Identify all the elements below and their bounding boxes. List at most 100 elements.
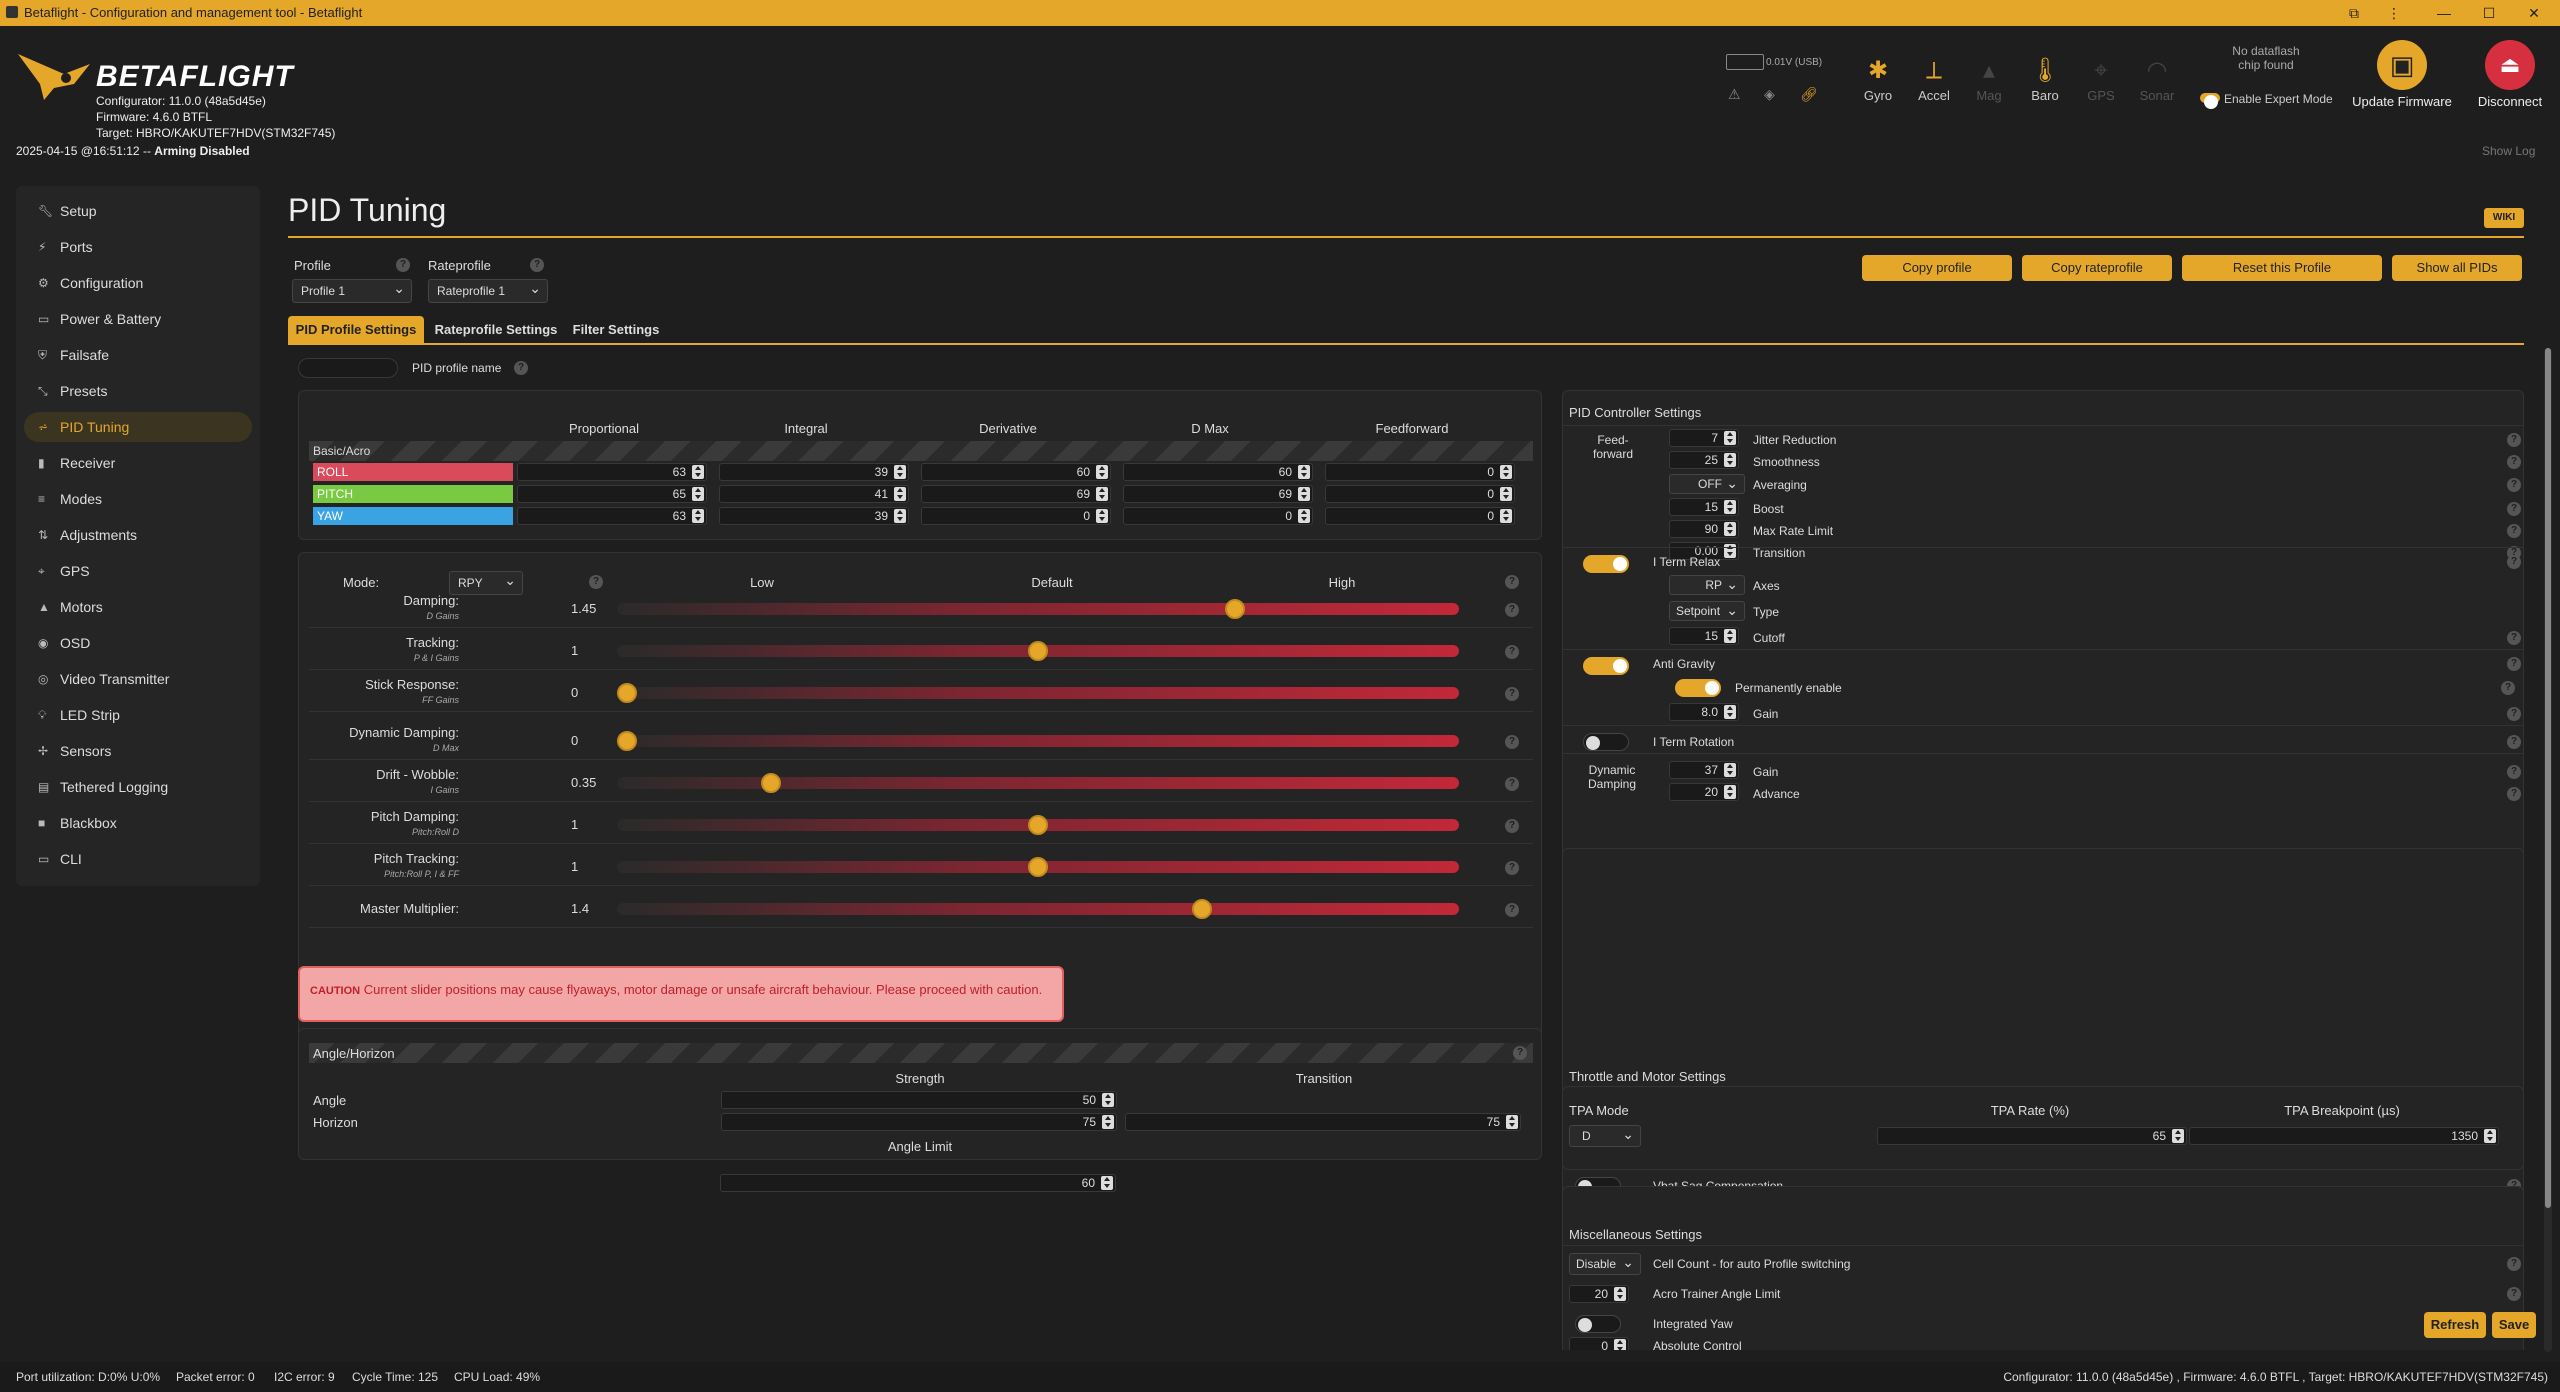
rateprofile-select[interactable]: Rateprofile 1 — [428, 279, 548, 303]
slider-track[interactable] — [617, 603, 1459, 615]
pid-input[interactable]: 63 — [517, 507, 707, 525]
slider-knob[interactable] — [1028, 641, 1048, 661]
spinner-icon[interactable] — [692, 465, 704, 479]
iterm-axes-select[interactable]: RP — [1669, 575, 1745, 595]
iterm-type-select[interactable]: Setpoint — [1669, 601, 1745, 621]
help-icon[interactable]: ? — [1505, 645, 1519, 659]
spinner-icon[interactable] — [692, 509, 704, 523]
maximize-button[interactable]: ☐ — [2482, 5, 2496, 21]
pid-input[interactable]: 60 — [1123, 463, 1313, 481]
profile-select[interactable]: Profile 1 — [292, 279, 412, 303]
slider-knob[interactable] — [1028, 857, 1048, 877]
slider-knob[interactable] — [1192, 899, 1213, 919]
pid-input[interactable]: 41 — [719, 485, 909, 503]
help-icon[interactable]: ? — [2507, 1287, 2521, 1301]
ff-input[interactable]: 15 — [1669, 498, 1739, 516]
pid-input[interactable]: 39 — [719, 507, 909, 525]
pid-input[interactable]: 39 — [719, 463, 909, 481]
save-button[interactable]: Save — [2492, 1312, 2536, 1338]
tab-pid-profile-settings[interactable]: PID Profile Settings — [288, 316, 424, 344]
show-all-pids-button[interactable]: Show all PIDs — [2392, 255, 2522, 281]
help-icon[interactable]: ? — [589, 575, 603, 589]
tpa-mode-select[interactable]: D — [1569, 1125, 1641, 1147]
acro-trainer-input[interactable]: 20 — [1569, 1285, 1629, 1303]
sidebar-item-receiver[interactable]: ▮ Receiver — [24, 448, 252, 478]
pid-input[interactable]: 0 — [1325, 485, 1515, 503]
pid-input[interactable]: 65 — [517, 485, 707, 503]
help-icon[interactable]: ? — [1505, 575, 1519, 589]
sidebar-item-motors[interactable]: ▲ Motors — [24, 592, 252, 622]
disconnect-button[interactable]: ⏏ Disconnect — [2462, 40, 2558, 109]
slider-knob[interactable] — [617, 683, 637, 703]
spinner-icon[interactable] — [1500, 487, 1512, 501]
permanently-enable-toggle[interactable] — [1675, 679, 1721, 697]
refresh-button[interactable]: Refresh — [2424, 1312, 2486, 1338]
sidebar-item-configuration[interactable]: ⚙ Configuration — [24, 268, 252, 298]
extension-icon[interactable]: ⧉ — [2349, 5, 2359, 21]
help-icon[interactable]: ? — [2507, 787, 2521, 801]
spinner-icon[interactable] — [1500, 509, 1512, 523]
copy-rateprofile-button[interactable]: Copy rateprofile — [2022, 255, 2172, 281]
spinner-icon[interactable] — [1096, 509, 1108, 523]
help-icon[interactable]: ? — [2507, 765, 2521, 779]
sidebar-item-modes[interactable]: ≡ Modes — [24, 484, 252, 514]
spinner-icon[interactable] — [1614, 1339, 1626, 1350]
spinner-icon[interactable] — [2172, 1129, 2184, 1143]
slider-knob[interactable] — [760, 773, 781, 793]
anti-gravity-toggle[interactable] — [1583, 657, 1629, 675]
scrollbar-thumb[interactable] — [2545, 348, 2551, 1208]
spinner-icon[interactable] — [1724, 500, 1736, 514]
pid-input[interactable]: 69 — [921, 485, 1111, 503]
help-icon[interactable]: ? — [1513, 1046, 1527, 1060]
sidebar-item-ports[interactable]: ⚡︎ Ports — [24, 232, 252, 262]
help-icon[interactable]: ? — [1505, 819, 1519, 833]
iterm-cutoff-input[interactable]: 15 — [1669, 627, 1739, 645]
slider-track[interactable] — [617, 777, 1459, 789]
tpa-rate-input[interactable]: 65 — [1877, 1127, 2187, 1145]
pid-input[interactable]: 69 — [1123, 485, 1313, 503]
scrollbar-track[interactable] — [2544, 348, 2552, 1352]
close-button[interactable]: ✕ — [2528, 5, 2540, 21]
dyn-damping-advance-input[interactable]: 20 — [1669, 783, 1739, 801]
spinner-icon[interactable] — [1101, 1176, 1113, 1190]
spinner-icon[interactable] — [1724, 705, 1736, 719]
help-icon[interactable]: ? — [1505, 735, 1519, 749]
slider-knob[interactable] — [1028, 815, 1048, 835]
pid-input[interactable]: 60 — [921, 463, 1111, 481]
ff-averaging-select[interactable]: OFF — [1669, 474, 1745, 494]
slider-mode-select[interactable]: RPY — [449, 571, 523, 595]
expert-mode-toggle[interactable] — [2200, 93, 2220, 109]
help-icon[interactable]: ? — [1505, 603, 1519, 617]
menu-dots-icon[interactable]: ⋮ — [2387, 5, 2401, 21]
help-icon[interactable]: ? — [530, 258, 544, 272]
dyn-damping-gain-input[interactable]: 37 — [1669, 761, 1739, 779]
iterm-relax-toggle[interactable] — [1583, 555, 1629, 573]
spinner-icon[interactable] — [1102, 1093, 1114, 1107]
slider-knob[interactable] — [1225, 599, 1246, 619]
help-icon[interactable]: ? — [2507, 524, 2521, 538]
angle-strength-input[interactable]: 50 — [721, 1091, 1117, 1109]
sidebar-item-failsafe[interactable]: ⛨ Failsafe — [24, 340, 252, 370]
sidebar-item-gps[interactable]: ⌖ GPS — [24, 556, 252, 586]
ff-input[interactable]: 25 — [1669, 451, 1739, 469]
sidebar-item-pid-tuning[interactable]: ⩫ PID Tuning — [24, 412, 252, 442]
spinner-icon[interactable] — [1298, 487, 1310, 501]
sidebar-item-setup[interactable]: 🔧︎ Setup — [24, 196, 252, 226]
spinner-icon[interactable] — [1724, 522, 1736, 536]
help-icon[interactable]: ? — [2507, 1257, 2521, 1271]
spinner-icon[interactable] — [894, 509, 906, 523]
help-icon[interactable]: ? — [2507, 555, 2521, 569]
help-icon[interactable]: ? — [2507, 502, 2521, 516]
slider-track[interactable] — [617, 735, 1459, 747]
absolute-control-input[interactable]: 0 — [1569, 1337, 1629, 1350]
minimize-button[interactable]: — — [2437, 5, 2451, 21]
ff-input[interactable]: 90 — [1669, 520, 1739, 538]
spinner-icon[interactable] — [894, 465, 906, 479]
help-icon[interactable]: ? — [514, 361, 528, 375]
help-icon[interactable]: ? — [2507, 631, 2521, 645]
spinner-icon[interactable] — [894, 487, 906, 501]
sidebar-item-vtx[interactable]: ◎ Video Transmitter — [24, 664, 252, 694]
tpa-breakpoint-input[interactable]: 1350 — [2189, 1127, 2499, 1145]
sidebar-item-blackbox[interactable]: ■ Blackbox — [24, 808, 252, 838]
tab-filter-settings[interactable]: Filter Settings — [572, 322, 660, 337]
